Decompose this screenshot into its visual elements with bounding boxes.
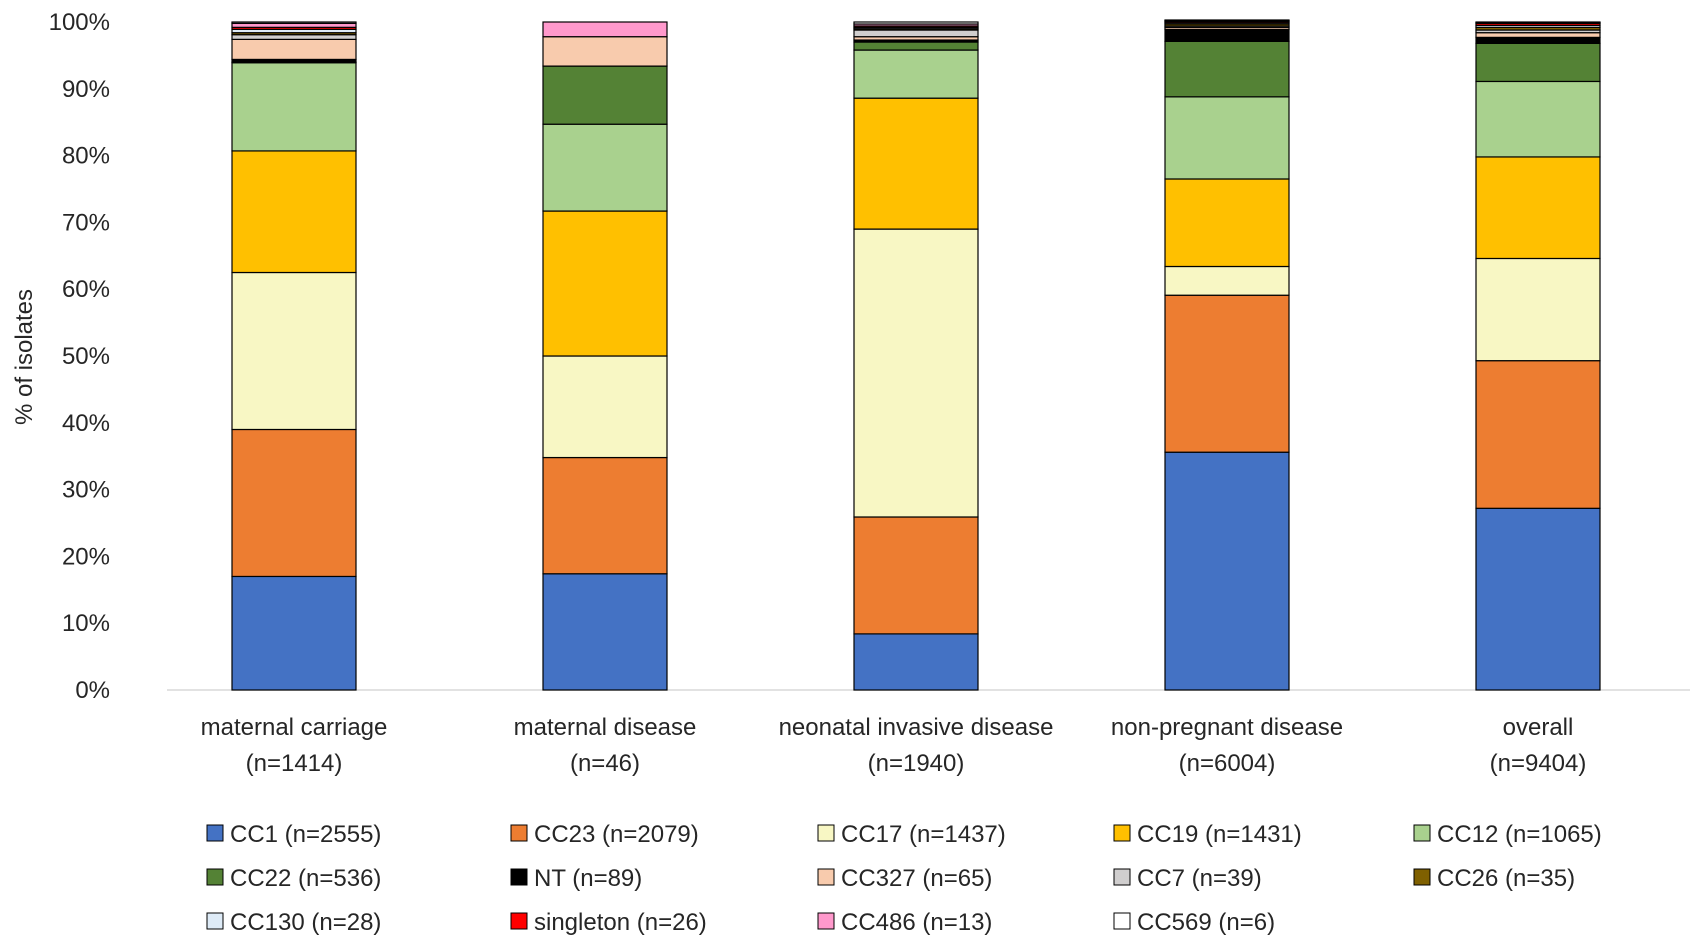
bar-segment <box>1475 507 1601 691</box>
legend-swatch <box>510 912 528 930</box>
legend-swatch <box>206 912 224 930</box>
bar-segment <box>542 355 668 459</box>
bar-segment <box>231 575 357 691</box>
y-tick-label: 50% <box>62 343 110 370</box>
bar-segment <box>1475 80 1601 158</box>
y-tick-label: 30% <box>62 477 110 504</box>
legend-entry-label: CC19 (n=1431) <box>1137 821 1302 848</box>
legend-swatch <box>817 868 835 886</box>
bar-segment <box>231 150 357 274</box>
bar-segment <box>542 21 668 38</box>
bar-segment <box>542 65 668 125</box>
x-tick-label: (n=9404) <box>1490 750 1587 777</box>
legend-entry-label: CC130 (n=28) <box>230 909 381 936</box>
x-tick-label: (n=46) <box>570 750 640 777</box>
bar-segment <box>1164 19 1290 22</box>
bar-segment <box>1164 28 1290 42</box>
bar-segment <box>1164 40 1290 98</box>
y-tick-label: 100% <box>49 9 110 36</box>
bar-segment <box>1164 178 1290 268</box>
legend-swatch <box>510 824 528 842</box>
legend-entry-label: CC569 (n=6) <box>1137 909 1275 936</box>
bar-segment <box>853 21 979 25</box>
x-tick-label: (n=1940) <box>868 750 965 777</box>
bar-segment <box>231 22 357 28</box>
bar-segment <box>853 633 979 691</box>
bar-segment <box>542 123 668 212</box>
legend-entry-label: NT (n=89) <box>534 865 642 892</box>
bar-segment <box>853 516 979 635</box>
x-tick-label: maternal disease <box>514 714 697 741</box>
x-tick-label: overall <box>1503 714 1574 741</box>
bar-segment <box>1164 265 1290 296</box>
legend-entry-label: CC327 (n=65) <box>841 865 992 892</box>
bar-segment <box>853 49 979 99</box>
bar-segment <box>231 38 357 61</box>
bar-segment <box>542 573 668 691</box>
legend-swatch <box>817 912 835 930</box>
bar-segment <box>853 29 979 38</box>
x-tick-label: maternal carriage <box>201 714 388 741</box>
bar-segment <box>853 228 979 518</box>
legend-entry-label: CC486 (n=13) <box>841 909 992 936</box>
y-tick-label: 80% <box>62 143 110 170</box>
legend-entry-label: CC26 (n=35) <box>1437 865 1575 892</box>
x-tick-label: neonatal invasive disease <box>779 714 1054 741</box>
x-tick-label: (n=1414) <box>246 750 343 777</box>
legend-swatch <box>817 824 835 842</box>
y-tick-label: 0% <box>75 677 110 704</box>
bar-segment <box>1164 451 1290 691</box>
bar-segment <box>542 36 668 67</box>
bar-segment <box>1475 360 1601 509</box>
x-tick-label: non-pregnant disease <box>1111 714 1343 741</box>
bar-segment <box>231 21 357 24</box>
bar-segment <box>1164 294 1290 453</box>
legend-entry-label: CC7 (n=39) <box>1137 865 1262 892</box>
legend-entry-label: CC12 (n=1065) <box>1437 821 1602 848</box>
legend-swatch <box>206 868 224 886</box>
y-tick-label: 90% <box>62 76 110 103</box>
legend-entry-label: CC23 (n=2079) <box>534 821 699 848</box>
legend-swatch <box>1413 868 1431 886</box>
bar-stacks <box>231 19 1601 691</box>
bar-segment <box>231 271 357 431</box>
legend-swatch <box>1113 868 1131 886</box>
bar-segment <box>853 97 979 230</box>
legend-entry-label: singleton (n=26) <box>534 909 707 936</box>
y-tick-label: 70% <box>62 209 110 236</box>
y-axis-title: % of isolates <box>11 289 38 425</box>
bar-segment <box>1475 36 1601 44</box>
y-tick-label: 60% <box>62 276 110 303</box>
legend-swatch <box>1413 824 1431 842</box>
bar-segment <box>542 210 668 357</box>
legend: CC1 (n=2555) CC23 (n=2079) CC17 (n=1437) CC… <box>206 821 1602 936</box>
bar-segment <box>1164 96 1290 180</box>
y-tick-label: 20% <box>62 543 110 570</box>
legend-swatch <box>206 824 224 842</box>
bar-segment <box>231 428 357 578</box>
bar-segment <box>1475 42 1601 83</box>
bar-segment <box>542 456 668 575</box>
legend-swatch <box>1113 912 1131 930</box>
bar-segment <box>231 62 357 152</box>
legend-entry-label: CC1 (n=2555) <box>230 821 381 848</box>
legend-entry-label: CC22 (n=536) <box>230 865 381 892</box>
bar-segment <box>853 41 979 51</box>
legend-entry-label: CC17 (n=1437) <box>841 821 1006 848</box>
bar-segment <box>1475 21 1601 24</box>
y-axis-ticks: 0% 10% 20% 30% 40% 50% 60% 70% 80% 90% 100% <box>49 9 110 704</box>
y-tick-label: 10% <box>62 610 110 637</box>
legend-swatch <box>510 868 528 886</box>
bar-segment <box>1475 257 1601 362</box>
x-axis-category-labels: maternal carriage (n=1414) maternal diseas… <box>201 714 1587 777</box>
x-tick-label: (n=6004) <box>1179 750 1276 777</box>
legend-swatch <box>1113 824 1131 842</box>
y-tick-label: 40% <box>62 410 110 437</box>
bar-segment <box>1475 32 1601 38</box>
bar-segment <box>231 34 357 40</box>
bar-segment <box>1475 156 1601 260</box>
